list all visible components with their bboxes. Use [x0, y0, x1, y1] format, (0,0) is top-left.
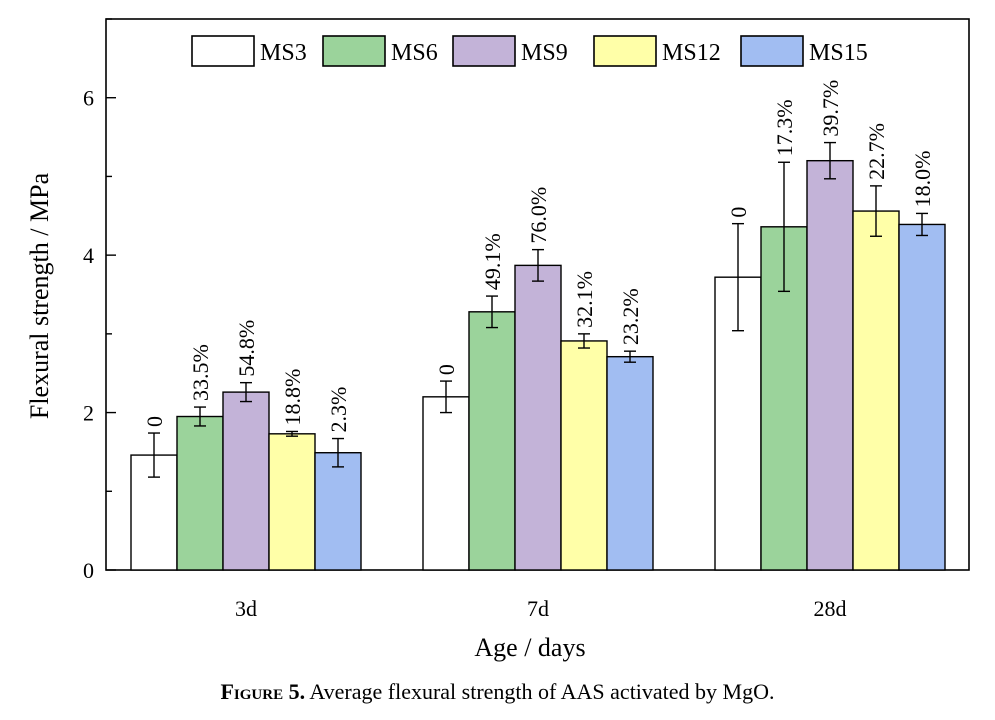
legend-swatch-ms6 [322, 35, 386, 67]
bar-ms12-7d [560, 340, 608, 571]
x-tick-label: 28d [814, 596, 847, 621]
value-label: 32.1% [572, 271, 597, 328]
caption-text: Average flexural strength of AAS activat… [305, 679, 775, 704]
legend-swatch-ms15 [740, 35, 804, 67]
bar-ms12-3d [268, 433, 316, 571]
legend-label-ms15: MS15 [809, 40, 868, 66]
y-tick-label: 0 [83, 558, 94, 583]
bar-ms9-7d [514, 264, 562, 571]
value-label: 18.8% [280, 369, 305, 426]
legend-label-ms12: MS12 [662, 40, 721, 66]
legend-label-ms9: MS9 [521, 40, 568, 66]
flexural-strength-chart: 0 2 4 6 3d 7d 28d 0 33.5% 54.8% 18.8% 2.3% 0 49.1% 76… [25, 18, 970, 662]
value-label: 0 [726, 207, 751, 218]
x-tick-label: 7d [527, 596, 549, 621]
figure-label: Figure 5. [220, 679, 306, 704]
legend-swatch-ms12 [593, 35, 657, 67]
value-label: 54.8% [234, 320, 259, 377]
bar-ms9-3d [222, 391, 270, 571]
y-tick-label: 4 [83, 243, 94, 268]
value-label: 17.3% [772, 99, 797, 156]
legend-swatch-ms9 [452, 35, 516, 67]
figure-caption: Figure 5. Average flexural strength of A… [0, 679, 995, 705]
value-label: 33.5% [188, 344, 213, 401]
legend-label-ms6: MS6 [391, 40, 438, 66]
value-label: 39.7% [818, 80, 843, 137]
bar-ms12-28d [852, 210, 900, 571]
value-label: 22.7% [864, 123, 889, 180]
value-label: 18.0% [910, 151, 935, 208]
bar-ms9-28d [806, 159, 854, 571]
value-label: 76.0% [526, 187, 551, 244]
bar-ms6-7d [468, 311, 516, 571]
y-axis-label: Flexural strength / MPa [25, 172, 54, 419]
value-label: 23.2% [618, 288, 643, 345]
bar-ms15-3d [314, 452, 362, 571]
legend-label-ms3: MS3 [260, 40, 307, 66]
y-tick-label: 6 [83, 86, 94, 111]
x-axis-label: Age / days [474, 633, 585, 662]
value-label: 49.1% [480, 233, 505, 290]
bar-ms15-28d [898, 223, 946, 571]
bar-ms6-3d [176, 415, 224, 571]
x-tick-label: 3d [235, 596, 257, 621]
value-label: 0 [434, 364, 459, 375]
legend-swatch-ms3 [191, 35, 255, 67]
value-label: 2.3% [326, 387, 351, 433]
y-tick-label: 2 [83, 401, 94, 426]
value-label: 0 [142, 416, 167, 427]
bar-ms15-7d [606, 355, 654, 571]
bar-ms3-7d [422, 396, 470, 571]
